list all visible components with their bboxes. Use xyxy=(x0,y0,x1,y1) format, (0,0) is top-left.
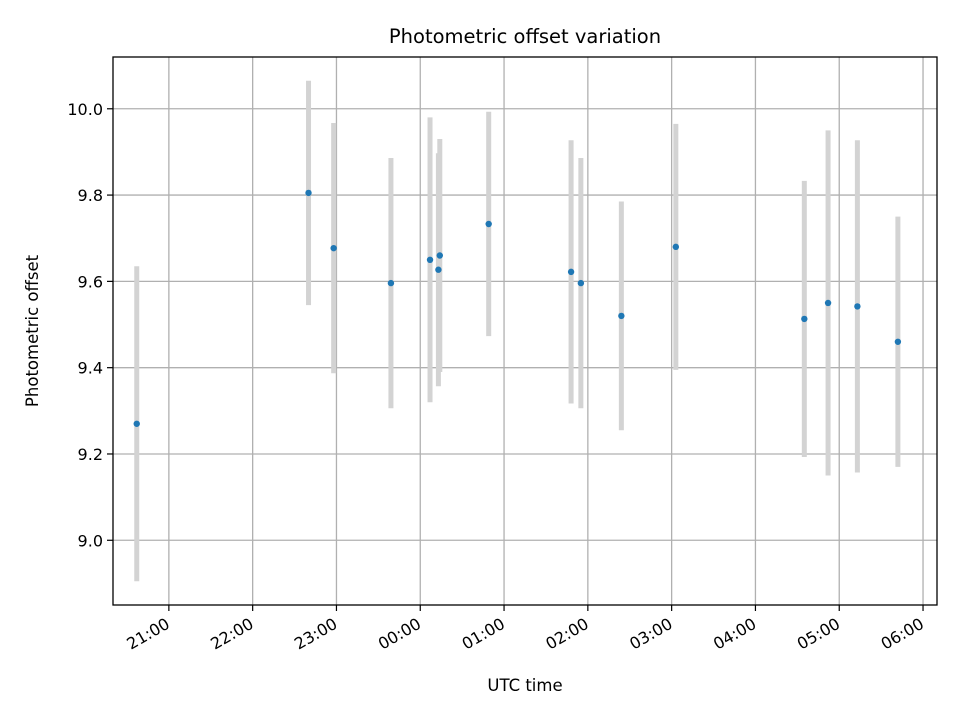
y-axis-ticks: 9.0 9.2 9.4 9.6 9.8 10.0 xyxy=(67,100,113,550)
plot-frame xyxy=(112,56,938,606)
grid xyxy=(113,57,937,605)
data-point xyxy=(426,256,434,264)
y-tick-label: 9.4 xyxy=(78,359,103,378)
data-point xyxy=(854,303,861,310)
x-axis-title: UTC time xyxy=(487,676,562,695)
data-point xyxy=(824,299,832,307)
y-axis-title: Photometric offset xyxy=(23,254,42,407)
y-tick-label: 9.0 xyxy=(78,531,103,550)
y-tick-label: 9.6 xyxy=(78,272,103,291)
data-point xyxy=(894,338,902,345)
data-point xyxy=(436,252,444,259)
data-points xyxy=(133,189,902,427)
data-point xyxy=(435,266,442,273)
y-tick-label: 9.8 xyxy=(78,186,103,205)
data-point xyxy=(672,243,680,251)
data-point xyxy=(305,189,312,197)
data-point xyxy=(567,268,575,276)
data-point xyxy=(577,279,585,287)
y-tick-label: 9.2 xyxy=(78,445,103,464)
data-point xyxy=(801,315,808,323)
data-point xyxy=(330,244,337,252)
data-point xyxy=(133,420,140,427)
chart-title: Photometric offset variation xyxy=(389,25,661,48)
y-tick-label: 10.0 xyxy=(67,100,103,119)
data-point xyxy=(387,279,395,287)
data-point xyxy=(618,312,625,320)
data-point xyxy=(485,220,492,228)
